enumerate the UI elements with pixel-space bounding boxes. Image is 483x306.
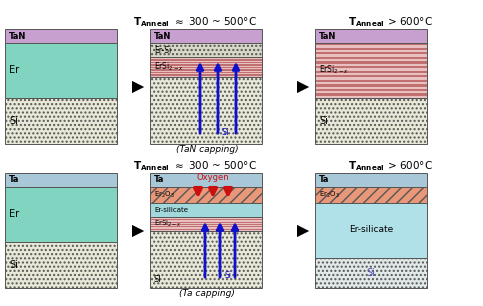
Text: Si: Si (9, 260, 18, 270)
Text: (Ta capping): (Ta capping) (179, 289, 235, 297)
Text: Ta: Ta (9, 176, 19, 185)
Bar (315, 173, 427, 187)
Text: Si: Si (319, 116, 328, 126)
Bar (315, 43, 427, 98)
Text: Si: Si (9, 116, 18, 126)
Bar (315, 98, 427, 144)
Bar (315, 43, 427, 98)
Bar (150, 203, 262, 217)
Bar (5, 98, 117, 144)
Text: Er-silicate: Er-silicate (154, 207, 188, 213)
Bar (150, 173, 262, 187)
Text: Ta: Ta (319, 176, 329, 185)
Text: TaN: TaN (9, 32, 27, 40)
Bar (315, 29, 427, 43)
Bar (150, 217, 262, 231)
Bar (5, 242, 117, 288)
Bar (150, 187, 262, 203)
Text: TaN: TaN (154, 32, 171, 40)
Bar (5, 29, 117, 43)
Text: ErSi$_{2-x}$: ErSi$_{2-x}$ (319, 64, 349, 76)
Text: $\mathbf{T_{Anneal}}$ > 600°C: $\mathbf{T_{Anneal}}$ > 600°C (348, 159, 432, 173)
Text: Oxygen: Oxygen (197, 173, 229, 181)
Bar (5, 43, 117, 98)
Bar (150, 29, 262, 43)
Text: TaN: TaN (319, 32, 336, 40)
Text: (TaN capping): (TaN capping) (176, 144, 238, 154)
Text: Er-silicate: Er-silicate (349, 226, 393, 234)
Bar (150, 43, 262, 57)
Text: Er: Er (9, 209, 19, 219)
Text: ErSi$_{2-x}$: ErSi$_{2-x}$ (154, 219, 182, 229)
Bar (150, 77, 262, 144)
Bar (150, 57, 262, 77)
Text: Ta: Ta (154, 176, 164, 185)
Text: $\mathbf{T_{Anneal}}$ $\approx$ 300 ~ 500°C: $\mathbf{T_{Anneal}}$ $\approx$ 300 ~ 50… (133, 159, 257, 173)
Text: Er$_2$O$_3$: Er$_2$O$_3$ (319, 190, 340, 200)
Text: SI: SI (154, 275, 162, 285)
Bar (150, 231, 262, 288)
Text: Er$_2$O$_3$: Er$_2$O$_3$ (154, 190, 175, 200)
Text: Er-Si: Er-Si (154, 46, 171, 54)
Bar (5, 187, 117, 242)
Bar (315, 258, 427, 288)
Bar (315, 203, 427, 258)
Text: $\mathbf{T_{Anneal}}$ $\approx$ 300 ~ 500°C: $\mathbf{T_{Anneal}}$ $\approx$ 300 ~ 50… (133, 15, 257, 29)
Text: Si: Si (367, 268, 375, 278)
Text: Si: Si (221, 128, 229, 136)
Text: $\mathbf{T_{Anneal}}$ > 600°C: $\mathbf{T_{Anneal}}$ > 600°C (348, 15, 432, 29)
Bar (150, 217, 262, 231)
Text: Er: Er (9, 65, 19, 75)
Text: ErSi$_{2-x}$: ErSi$_{2-x}$ (154, 61, 184, 73)
Bar (315, 187, 427, 203)
Text: Si: Si (225, 271, 231, 281)
Bar (150, 57, 262, 77)
Bar (5, 173, 117, 187)
